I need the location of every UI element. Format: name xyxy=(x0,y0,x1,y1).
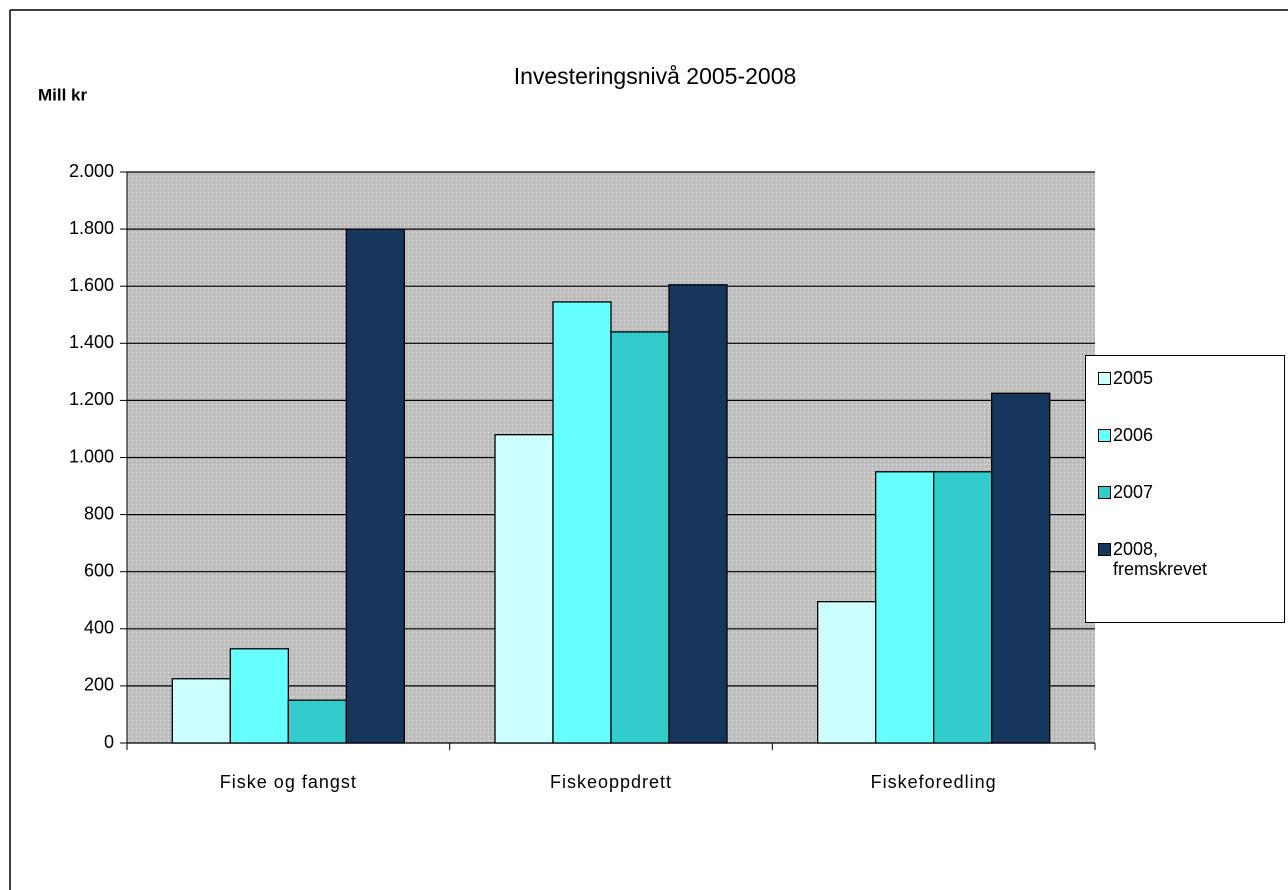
bar xyxy=(991,392,1051,744)
bar xyxy=(229,648,289,744)
y-tick-label: 1.600 xyxy=(69,275,114,295)
legend-label: 2007 xyxy=(1113,482,1154,502)
y-tick-label: 200 xyxy=(84,675,114,695)
y-tick-label: 800 xyxy=(84,503,114,523)
y-tick-label: 0 xyxy=(104,732,114,752)
legend-label: 2005 xyxy=(1113,368,1154,388)
legend-swatch xyxy=(1098,372,1111,385)
x-tick-label: Fiskeoppdrett xyxy=(550,772,672,792)
bar xyxy=(875,471,935,744)
y-tick-label: 1.800 xyxy=(69,218,114,238)
legend-swatch xyxy=(1098,429,1111,442)
legend-box: 2005 2006 2007 2008, fremskrevet xyxy=(1085,355,1285,623)
bar xyxy=(933,471,993,744)
legend-swatch xyxy=(1098,486,1111,499)
legend-item: 2005 xyxy=(1098,368,1284,425)
bar xyxy=(817,601,877,744)
y-tick-label: 1.200 xyxy=(69,389,114,409)
legend-item: 2006 xyxy=(1098,425,1284,482)
chart-title: Investeringsnivå 2005-2008 xyxy=(514,63,797,89)
legend-swatch xyxy=(1098,543,1111,556)
bar xyxy=(345,228,405,744)
y-tick-label: 1.400 xyxy=(69,332,114,352)
y-tick-label: 400 xyxy=(84,618,114,638)
legend-label: 2006 xyxy=(1113,425,1154,445)
x-tick-label: Fiskeforedling xyxy=(871,772,997,792)
y-axis-label: Mill kr xyxy=(38,85,88,104)
bar xyxy=(668,284,728,744)
legend-item: 2008, fremskrevet xyxy=(1098,539,1284,596)
legend-item: 2007 xyxy=(1098,482,1284,539)
bar xyxy=(287,699,347,744)
y-tick-label: 1.000 xyxy=(69,446,114,466)
y-tick-label: 600 xyxy=(84,560,114,580)
bar xyxy=(171,678,231,744)
legend-label: 2008, fremskrevet xyxy=(1113,539,1208,579)
legend: 2005 2006 2007 2008, fremskrevet xyxy=(1085,355,1285,623)
bar xyxy=(552,301,612,744)
bar xyxy=(494,434,554,744)
y-tick-label: 2.000 xyxy=(69,161,114,181)
bar xyxy=(610,331,670,744)
x-tick-label: Fiske og fangst xyxy=(220,772,357,792)
